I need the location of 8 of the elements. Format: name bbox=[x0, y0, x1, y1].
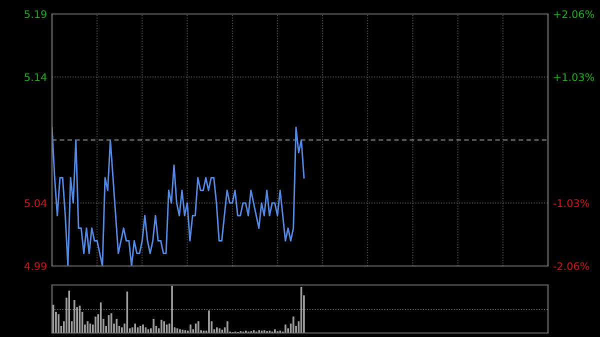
y-tick-label: 5.04 bbox=[24, 199, 47, 208]
y-tick-label: 5.14 bbox=[24, 73, 47, 82]
y2-tick-label: -1.03% bbox=[553, 199, 590, 208]
y-tick-label: 4.99 bbox=[24, 262, 46, 270]
y2-tick-label: -2.06% bbox=[553, 262, 590, 270]
y2-tick-label: +1.03% bbox=[554, 73, 594, 82]
y2-tick-label: +2.06% bbox=[554, 10, 594, 18]
y-tick-label: 5.19 bbox=[24, 10, 46, 18]
